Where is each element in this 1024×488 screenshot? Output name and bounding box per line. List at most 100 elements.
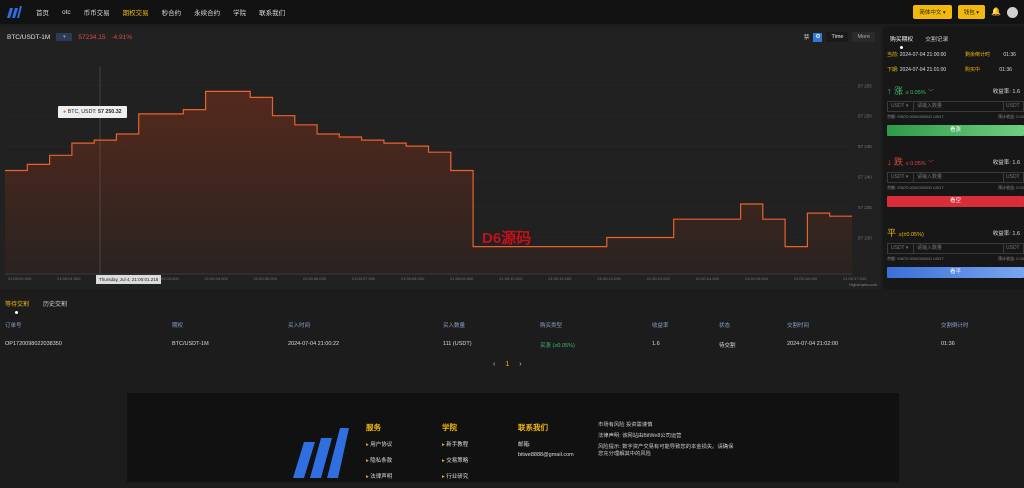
- settings-icon[interactable]: ⚙: [813, 32, 823, 42]
- chart-tools: 禁 ⚙ Time More: [804, 32, 875, 42]
- x-tick-label: 21:00:17.000: [843, 276, 867, 281]
- info-value: 01:36: [1003, 52, 1016, 58]
- chart-credit[interactable]: Highcharts.com: [849, 282, 877, 287]
- contact-email[interactable]: bitwe8888@gmail.com: [518, 452, 574, 458]
- unit-label: USDT: [1004, 243, 1024, 254]
- amount-row: USDT ▾ 请输入数量 USDT: [887, 243, 1024, 254]
- direction-condition: ≤ 0.05%: [905, 161, 926, 167]
- col-delivery-time: 交割时间: [787, 323, 810, 329]
- table-row[interactable]: OP1720098022038350 BTC/USDT-1M 2024-07-0…: [0, 341, 1024, 351]
- trade-tabs: 购买期权 交割记录: [890, 34, 948, 49]
- expected-profit: 预计收益: 0.00: [997, 114, 1024, 119]
- footer-col-service: 服务 用户协议 隐私条款 法律声明: [366, 422, 392, 488]
- avatar[interactable]: [1007, 6, 1018, 18]
- tab-pending-delivery[interactable]: 等待交割: [5, 299, 29, 314]
- footer-note: 市场有风险 投资需谨慎: [598, 422, 653, 428]
- nav-links: 首页 otc 币币交易 期权交易 秒合约 永续合约 学院 联系我们: [36, 0, 285, 24]
- x-tick-label: 21:00:08.000: [401, 276, 425, 281]
- nav-item-contact[interactable]: 联系我们: [259, 10, 286, 17]
- price-chart[interactable]: 57 255 57 250 57 245 57 240 57 235 57 230 21:0…: [0, 27, 881, 289]
- tab-buy-option[interactable]: 购买期权: [890, 34, 913, 49]
- x-tick-label: 21:00:15.000: [745, 276, 769, 281]
- footer-link-legal[interactable]: 法律声明: [366, 472, 392, 480]
- trade-block-flat: 平 ≥(±0.05%) 收益率: 1.6 USDT ▾ 请输入数量 USDT 余…: [887, 226, 1024, 278]
- direction-condition: ≥ 0.05%: [905, 90, 926, 96]
- tab-history-delivery[interactable]: 历史交割: [43, 302, 68, 308]
- x-tick-label: 21:00:13.000: [647, 276, 671, 281]
- cell-status: 待交割: [719, 343, 736, 349]
- cell-order-id: OP1720098022038350: [5, 341, 62, 347]
- footer-link-strategy[interactable]: 交易策略: [442, 456, 468, 464]
- buy-flat-button[interactable]: 看平: [887, 267, 1024, 278]
- footer-col-academy: 学院 新手教程 交易策略 行业研究: [442, 422, 468, 488]
- series-line: [5, 90, 852, 248]
- nav-item-perpetual[interactable]: 永续合约: [194, 10, 221, 17]
- yield-rate: 收益率: 1.6: [992, 89, 1020, 95]
- nav-item-second-contract[interactable]: 秒合约: [161, 10, 182, 17]
- tooltip-series: BTC, USDT:: [67, 109, 97, 115]
- tab-delivery-records[interactable]: 交割记录: [925, 37, 949, 43]
- time-button[interactable]: Time: [826, 32, 849, 42]
- language-button[interactable]: 简体中文 ▾: [913, 5, 952, 19]
- top-nav: 首页 otc 币币交易 期权交易 秒合约 永续合约 学院 联系我们 简体中文 ▾…: [0, 0, 1024, 24]
- footer-link-tutorial[interactable]: 新手教程: [442, 440, 468, 448]
- page-number[interactable]: 1: [505, 361, 510, 368]
- currency-select[interactable]: USDT ▾: [887, 101, 914, 112]
- footer-note: 法律声明: 该网站由BitWe8公司运营: [598, 433, 682, 439]
- footer-link-user-agreement[interactable]: 用户协议: [366, 440, 392, 448]
- x-tick-label: 21:00:06.000: [303, 276, 327, 281]
- buy-up-button[interactable]: 看涨: [887, 125, 1024, 136]
- tooltip-dot-icon: ●: [63, 109, 67, 115]
- yield-rate: 收益率: 1.6: [992, 231, 1020, 237]
- col-yield: 收益率: [652, 323, 669, 329]
- x-tick-label: 21:00:11.000: [548, 276, 572, 281]
- chart-tooltip: ● BTC, USDT: 57 250.32: [58, 106, 127, 118]
- chart-header: BTC/USDT-1M ▾ 57234.15 -4.91%: [7, 33, 132, 41]
- buy-down-button[interactable]: 看空: [887, 196, 1024, 207]
- trade-block-up: ↑ 涨 ≥ 0.05% ﹀ 收益率: 1.6 USDT ▾ 请输入数量 USDT…: [887, 84, 1024, 136]
- footer-link-privacy[interactable]: 隐私条款: [366, 456, 392, 464]
- x-tick-label: 21:00:09.000: [450, 276, 474, 281]
- expected-profit: 预计收益: 0.00: [997, 256, 1024, 261]
- prev-page-button[interactable]: ‹: [493, 361, 496, 368]
- wallet-button[interactable]: 钱包 ▾: [957, 5, 985, 19]
- x-tick-label: 21:00:00.000: [8, 276, 32, 281]
- col-status: 状态: [719, 323, 731, 329]
- amount-input[interactable]: 请输入数量: [914, 172, 1004, 183]
- x-tick-label: 21:00:05.000: [254, 276, 278, 281]
- order-tabs: 等待交割 历史交割: [5, 299, 67, 314]
- footer-logo: [293, 428, 349, 478]
- nav-item-otc[interactable]: otc: [62, 8, 71, 16]
- brand-logo[interactable]: [6, 5, 22, 19]
- bell-icon[interactable]: 🔔: [991, 7, 1001, 16]
- chart-tool-label[interactable]: 禁: [803, 35, 810, 41]
- nav-item-options[interactable]: 期权交易: [122, 10, 149, 17]
- footer-link-research[interactable]: 行业研究: [442, 472, 468, 480]
- contact-label: 邮箱:: [518, 442, 531, 448]
- x-tick-label: 21:00:01.000: [57, 276, 81, 281]
- pair-select[interactable]: ▾: [56, 33, 73, 41]
- nav-right: 简体中文 ▾ 钱包 ▾ 🔔: [913, 5, 1018, 19]
- unit-label: USDT: [1004, 172, 1024, 183]
- next-page-button[interactable]: ›: [519, 361, 522, 368]
- direction-down: ↓ 跌 ≤ 0.05% ﹀: [887, 155, 1024, 168]
- footer-heading: 服务: [366, 423, 381, 432]
- currency-select[interactable]: USDT ▾: [887, 243, 914, 254]
- orders-section: 等待交割 历史交割 订单号 期权 买入时间 买入数量 购买类型 收益率 状态 交…: [0, 293, 1024, 388]
- col-buy-amount: 买入数量: [443, 323, 466, 329]
- nav-item-home[interactable]: 首页: [36, 10, 49, 17]
- amount-input[interactable]: 请输入数量: [914, 243, 1004, 254]
- balance-row: 余额: 93670.0000000000 USDT 预计收益: 0.00: [887, 114, 1024, 120]
- chevron-down-icon[interactable]: ﹀: [928, 90, 934, 96]
- nav-item-academy[interactable]: 学院: [233, 10, 247, 17]
- currency-select[interactable]: USDT ▾: [887, 172, 914, 183]
- y-tick-label: 57 235: [858, 205, 872, 210]
- col-order-id: 订单号: [5, 323, 22, 329]
- info-value: 01:36: [999, 67, 1012, 73]
- more-button[interactable]: More: [852, 32, 875, 42]
- chevron-down-icon[interactable]: ﹀: [928, 161, 934, 167]
- nav-item-spot[interactable]: 币币交易: [83, 10, 110, 17]
- amount-input[interactable]: 请输入数量: [914, 101, 1004, 112]
- balance-row: 余额: 93670.0000000000 USDT 预计收益: 0.00: [887, 185, 1024, 191]
- direction-condition: ≥(±0.05%): [898, 232, 924, 238]
